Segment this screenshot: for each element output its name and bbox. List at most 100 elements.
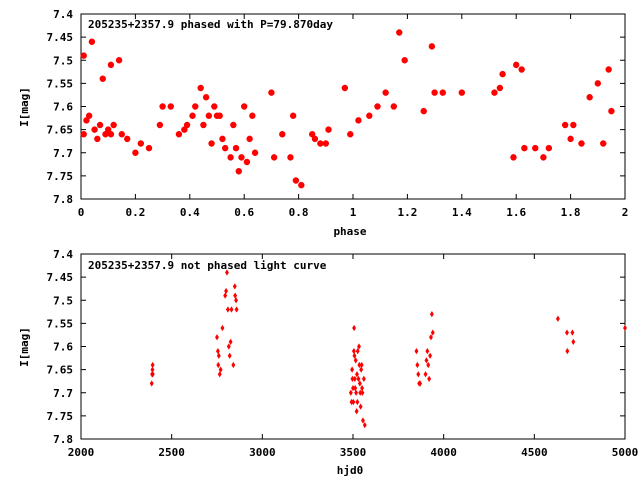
unphased-data-point: [149, 380, 154, 387]
phased-data-point: [289, 112, 297, 119]
unphased-y-tick-label: 7.8: [53, 433, 73, 446]
unphased-data-point: [352, 375, 357, 383]
phased-data-point: [251, 149, 259, 156]
phased-data-point: [124, 135, 131, 143]
unphased-y-tick-label: 7.45: [47, 271, 74, 284]
unphased-data-point: [355, 398, 360, 406]
phased-data-point: [132, 149, 139, 156]
unphased-data-point: [362, 421, 367, 429]
phased-data-point: [107, 131, 115, 138]
unphased-y-tick-label: 7.4: [53, 248, 73, 261]
phased-data-point: [110, 121, 117, 129]
unphased-x-tick-label: 2500: [158, 446, 185, 459]
unphased-panel: 7.4 7.45 7.5 7.55 7.6 7.65 7.7 7.75 7.8 2000 2500…: [18, 248, 638, 477]
phased-data-point: [491, 89, 498, 96]
phased-data-point: [232, 144, 240, 152]
unphased-data-point: [358, 403, 363, 410]
phased-data-point: [80, 131, 87, 138]
unphased-x-ticks: 2000 2500 3000 3500 4000 4500 5000: [68, 254, 638, 459]
phased-y-tick-label: 7.55: [47, 77, 74, 90]
unphased-data-point: [571, 338, 576, 346]
unphased-data-point: [353, 384, 358, 392]
phased-data-point: [341, 84, 349, 92]
unphased-data-point: [565, 347, 570, 355]
phased-data-point: [355, 117, 362, 124]
phased-data-point: [205, 112, 213, 119]
phased-data-point: [156, 121, 164, 129]
phased-data-point: [202, 94, 210, 101]
phased-data-point: [104, 126, 112, 133]
phased-data-point: [221, 144, 229, 152]
unphased-data-point: [350, 366, 355, 373]
unphased-x-tick-label: 3500: [340, 446, 367, 459]
phased-x-tick-label: 1: [350, 206, 357, 219]
unphased-x-tick-label: 4000: [430, 446, 457, 459]
unphased-data-point: [232, 283, 237, 290]
unphased-data-point: [357, 343, 361, 350]
phased-data-point: [600, 140, 607, 147]
phased-data-point: [219, 135, 226, 143]
unphased-data-point: [348, 389, 353, 396]
unphased-data-point: [231, 361, 236, 369]
phased-data-point: [317, 140, 324, 147]
phased-x-tick-label: 1.6: [506, 206, 526, 219]
phased-data-point: [137, 140, 145, 147]
unphased-data-point: [150, 361, 155, 369]
phased-data-point: [578, 140, 585, 147]
phased-data-point: [270, 154, 278, 161]
phased-y-tick-label: 7.6: [53, 101, 73, 114]
phased-y-ticks: 7.4 7.45 7.5 7.55 7.6 7.65 7.7 7.75 7.8: [47, 8, 625, 206]
unphased-data-point: [220, 324, 225, 332]
phased-data-point: [189, 112, 196, 119]
unphased-data-point: [428, 352, 433, 359]
unphased-data-point: [216, 352, 221, 359]
phased-data-point: [374, 103, 381, 110]
phased-panel: 7.47.457.57.557.67.657.77.757.8 0 0.2 0.4 0…: [18, 8, 628, 238]
phased-data-point: [458, 89, 465, 96]
unphased-data-point: [216, 361, 221, 369]
unphased-data-point: [425, 347, 430, 355]
unphased-data-point: [429, 334, 433, 341]
phased-data-point: [181, 126, 188, 133]
unphased-data-point: [355, 347, 360, 355]
unphased-data-point: [570, 329, 575, 336]
phased-x-tick-label: 0.6: [234, 206, 254, 219]
unphased-data-point: [224, 287, 229, 295]
unphased-data-point: [354, 389, 359, 396]
phased-data-point: [80, 52, 87, 59]
phased-data-point: [238, 154, 245, 161]
phased-x-ticks: 0 0.2 0.4 0.6 0.8 1 1.2 1.4 1.6 1.8 2: [78, 14, 628, 219]
phased-data-point: [88, 38, 96, 45]
unphased-data-point: [357, 380, 362, 387]
unphased-data-point: [355, 371, 359, 378]
phased-data-point: [347, 131, 354, 138]
phased-data-point: [366, 112, 373, 119]
phased-data-point: [91, 126, 98, 133]
phased-data-point: [322, 140, 329, 147]
unphased-x-axis-label: hjd0: [337, 464, 364, 477]
unphased-data-point: [430, 329, 435, 336]
phased-data-point: [513, 61, 520, 69]
phased-x-tick-label: 0.2: [125, 206, 145, 219]
unphased-data-point: [354, 408, 359, 415]
phased-data-point: [216, 112, 223, 119]
phased-data-point: [292, 177, 300, 184]
unphased-data-point: [227, 352, 232, 359]
unphased-data-point: [426, 361, 431, 369]
unphased-y-tick-label: 7.55: [47, 317, 74, 330]
phased-data-point: [211, 103, 218, 110]
phased-data-point: [235, 168, 242, 175]
phased-data-point: [605, 66, 612, 73]
unphased-x-tick-label: 2000: [68, 446, 95, 459]
unphased-y-tick-label: 7.7: [53, 387, 73, 400]
unphased-data-point: [234, 306, 239, 313]
phased-data-point: [175, 131, 183, 138]
phased-data-point: [118, 131, 125, 138]
phased-data-point: [240, 103, 248, 110]
unphased-data-point: [361, 417, 365, 424]
unphased-data-point: [234, 297, 238, 304]
phased-data-point: [115, 57, 123, 64]
phased-data-point: [431, 89, 438, 96]
phased-data-point: [428, 43, 436, 50]
